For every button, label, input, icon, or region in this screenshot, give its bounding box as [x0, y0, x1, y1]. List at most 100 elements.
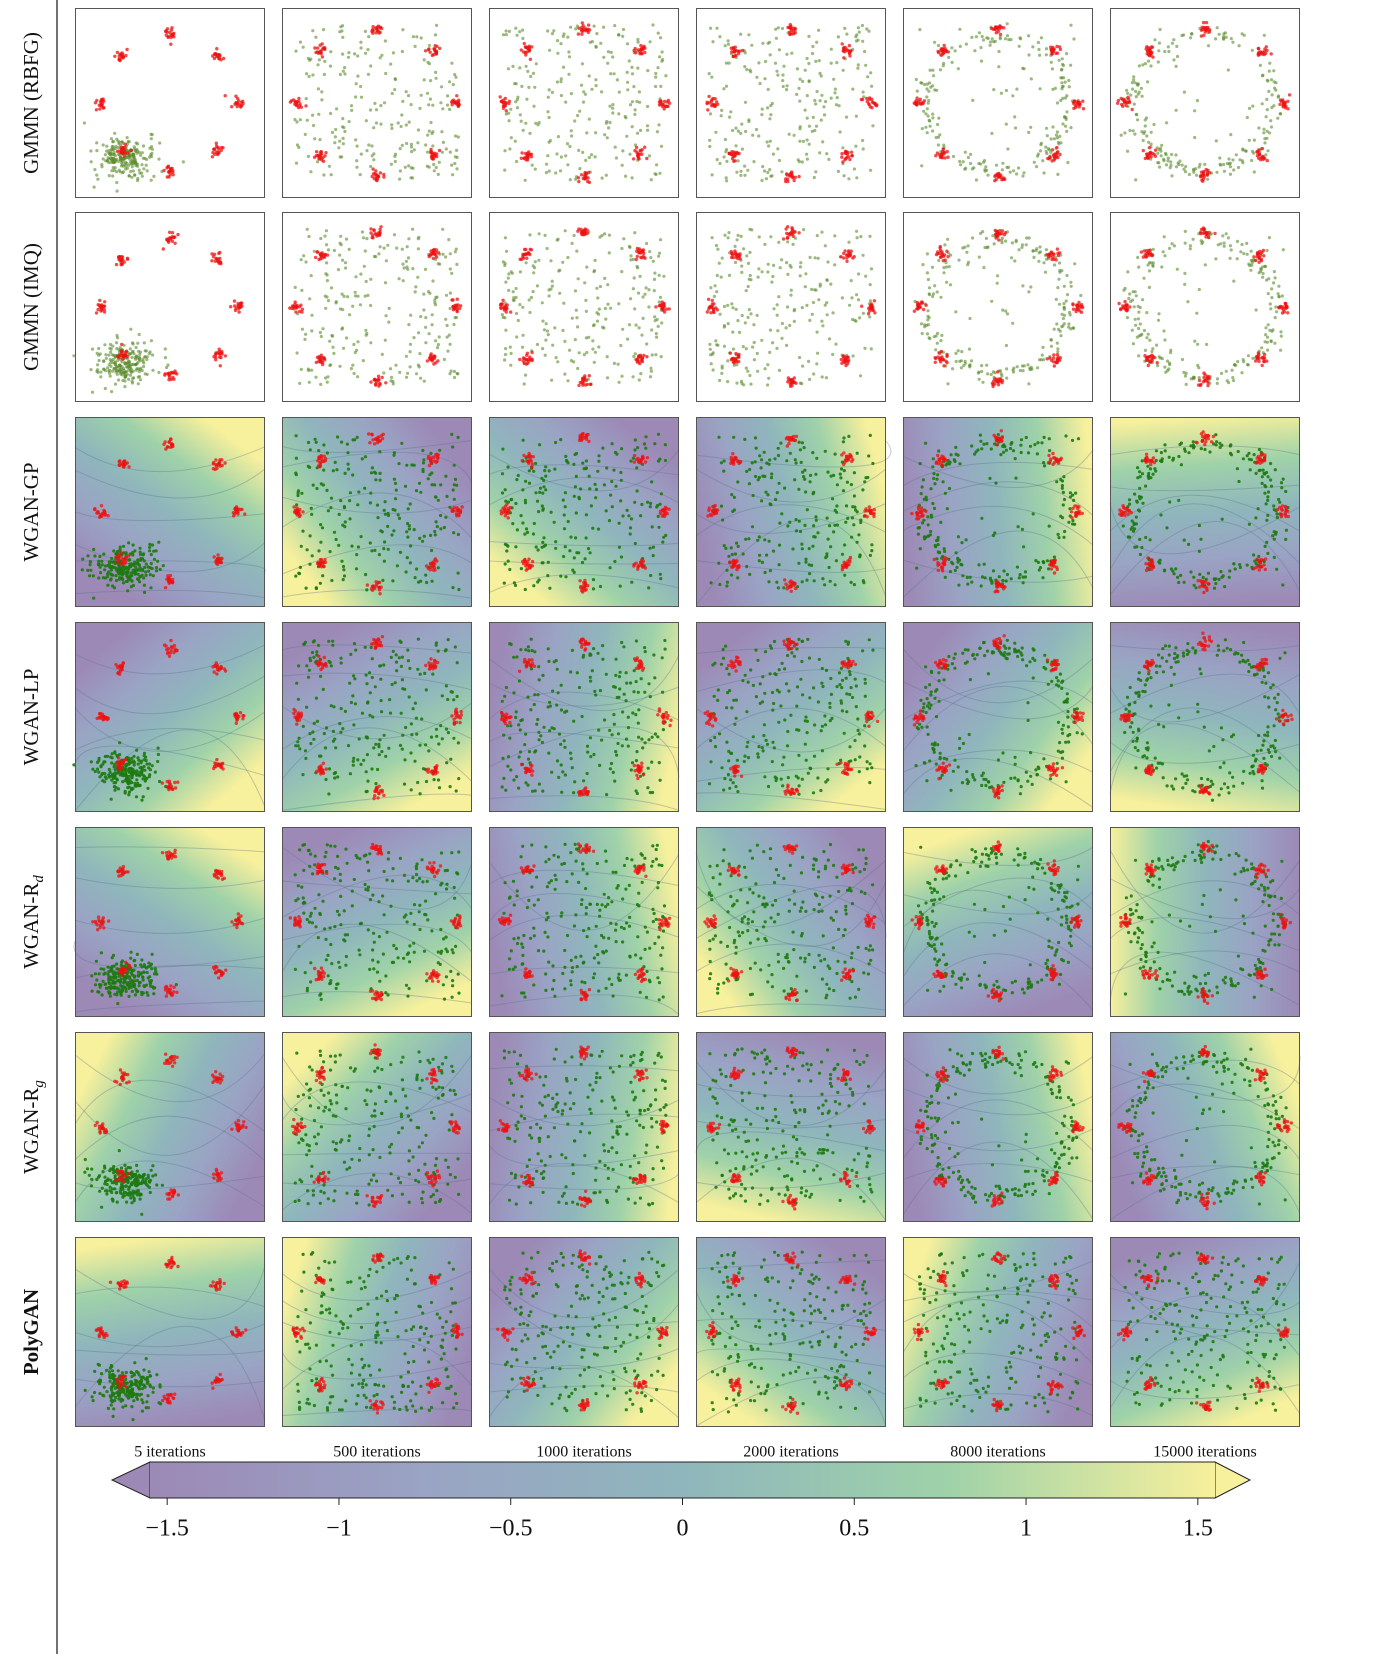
generated-point	[1158, 166, 1161, 169]
generated-point	[768, 41, 771, 44]
generated-point	[109, 351, 112, 354]
generated-point	[1174, 153, 1177, 156]
real-point	[848, 44, 851, 47]
generated-point	[119, 156, 122, 159]
generated-point	[564, 229, 567, 232]
generated-point	[711, 40, 714, 43]
generated-point	[991, 234, 994, 237]
real-point	[787, 379, 790, 382]
generated-point	[619, 344, 622, 347]
generated-point	[1189, 247, 1192, 250]
generated-point	[745, 68, 748, 71]
generated-point	[926, 318, 929, 321]
generated-point	[1135, 294, 1138, 297]
generated-point	[1152, 248, 1155, 251]
generated-point	[621, 164, 624, 167]
generated-point	[106, 366, 109, 369]
real-point	[243, 512, 246, 515]
real-point	[845, 48, 848, 51]
generated-point	[129, 170, 132, 173]
generated-point	[588, 74, 591, 77]
generated-point	[1145, 134, 1148, 137]
generated-point	[300, 258, 303, 261]
generated-point	[1163, 338, 1166, 341]
generated-point	[1251, 357, 1254, 360]
real-point	[119, 261, 122, 264]
real-point	[1147, 355, 1150, 358]
generated-point	[549, 259, 552, 262]
generated-point	[664, 74, 667, 77]
generated-point	[150, 179, 153, 182]
real-point	[1259, 50, 1262, 53]
generated-point	[725, 179, 728, 182]
generated-point	[959, 45, 962, 48]
generated-point	[950, 46, 953, 49]
generated-point	[843, 27, 846, 30]
generated-point	[770, 281, 773, 284]
generated-point	[518, 30, 521, 33]
generated-point	[618, 91, 621, 94]
generated-point	[417, 331, 420, 334]
generated-point	[119, 546, 122, 549]
generated-point	[991, 37, 994, 40]
generated-point	[1230, 37, 1233, 40]
generated-point	[1056, 350, 1059, 353]
generated-point	[1018, 248, 1021, 251]
generated-point	[757, 267, 760, 270]
real-point	[115, 263, 118, 266]
real-point	[792, 235, 795, 238]
generated-point	[1185, 383, 1188, 386]
real-point	[946, 255, 949, 258]
generated-point	[826, 260, 829, 263]
real-point	[172, 378, 175, 381]
generated-point	[559, 42, 562, 45]
generated-point	[820, 231, 823, 234]
generated-point	[556, 39, 559, 42]
real-point	[848, 54, 851, 57]
generated-point	[923, 325, 926, 328]
generated-point	[342, 137, 345, 140]
real-point	[113, 55, 116, 58]
real-point	[845, 150, 848, 153]
real-point	[171, 240, 174, 243]
generated-point	[1274, 316, 1277, 319]
generated-point	[1249, 269, 1252, 272]
real-point	[1056, 361, 1059, 364]
real-point	[294, 300, 297, 303]
generated-point	[144, 570, 147, 573]
generated-point	[379, 245, 382, 248]
generated-point	[1143, 329, 1146, 332]
generated-point	[308, 381, 311, 384]
generated-point	[841, 296, 844, 299]
generated-point	[419, 377, 422, 380]
generated-point	[1264, 333, 1267, 336]
generated-point	[620, 247, 623, 250]
real-point	[583, 231, 586, 234]
row-label-text: WGAN-GP	[19, 462, 43, 561]
real-point	[867, 312, 870, 315]
generated-point	[813, 176, 816, 179]
generated-point	[660, 145, 663, 148]
generated-point	[111, 353, 114, 356]
generated-point	[971, 99, 974, 102]
generated-point	[1266, 149, 1269, 152]
generated-point	[639, 372, 642, 375]
real-point	[732, 55, 735, 58]
real-point	[936, 151, 939, 154]
panel	[282, 212, 472, 402]
panel	[72, 212, 265, 402]
generated-point	[826, 279, 829, 282]
generated-point	[780, 170, 783, 173]
generated-point	[305, 72, 308, 75]
generated-point	[1276, 117, 1279, 120]
generated-point	[556, 52, 559, 55]
generated-point	[503, 358, 506, 361]
generated-point	[299, 118, 302, 121]
generated-point	[816, 90, 819, 93]
generated-point	[350, 367, 353, 370]
generated-point	[553, 326, 556, 329]
generated-point	[735, 171, 738, 174]
generated-point	[369, 165, 372, 168]
generated-point	[81, 558, 84, 561]
real-point	[103, 300, 106, 303]
